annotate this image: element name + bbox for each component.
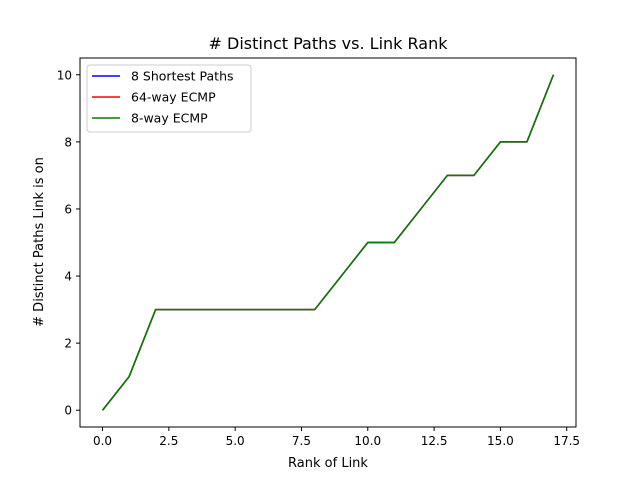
legend-label: 64-way ECMP <box>131 90 216 105</box>
series-layer <box>101 74 555 411</box>
legend-box <box>86 64 252 133</box>
y-tick-label: 10 <box>57 68 72 82</box>
x-tick-label: 5.0 <box>226 434 245 448</box>
y-tick-label: 0 <box>64 404 72 418</box>
x-tick-label: 15.0 <box>487 434 514 448</box>
y-tick-label: 6 <box>64 202 72 216</box>
y-axis-label: # Distinct Paths Link is on <box>32 157 47 327</box>
legend-label: 8 Shortest Paths <box>131 69 234 84</box>
x-tick-label: 12.5 <box>421 434 448 448</box>
plot-frame <box>79 57 577 428</box>
axis-ticks: 0.0 2.5 5.0 7.5 10.0 12.5 15.0 17.5 0 2 4 6 8 10 <box>57 68 580 448</box>
legend-label: 8-way ECMP <box>131 111 208 126</box>
x-tick-label: 2.5 <box>159 434 178 448</box>
x-tick-label: 7.5 <box>292 434 311 448</box>
legend: 8 Shortest Paths 64-way ECMP 8-way ECMP <box>86 64 252 133</box>
y-tick-label: 4 <box>64 270 72 284</box>
chart-title: # Distinct Paths vs. Link Rank <box>209 34 449 53</box>
y-tick-label: 2 <box>64 337 72 351</box>
x-tick-label: 0.0 <box>93 434 112 448</box>
x-tick-label: 17.5 <box>553 434 580 448</box>
x-axis-label: Rank of Link <box>288 456 368 471</box>
y-tick-label: 8 <box>64 135 72 149</box>
series-line-2 <box>101 74 555 411</box>
x-tick-label: 10.0 <box>354 434 381 448</box>
